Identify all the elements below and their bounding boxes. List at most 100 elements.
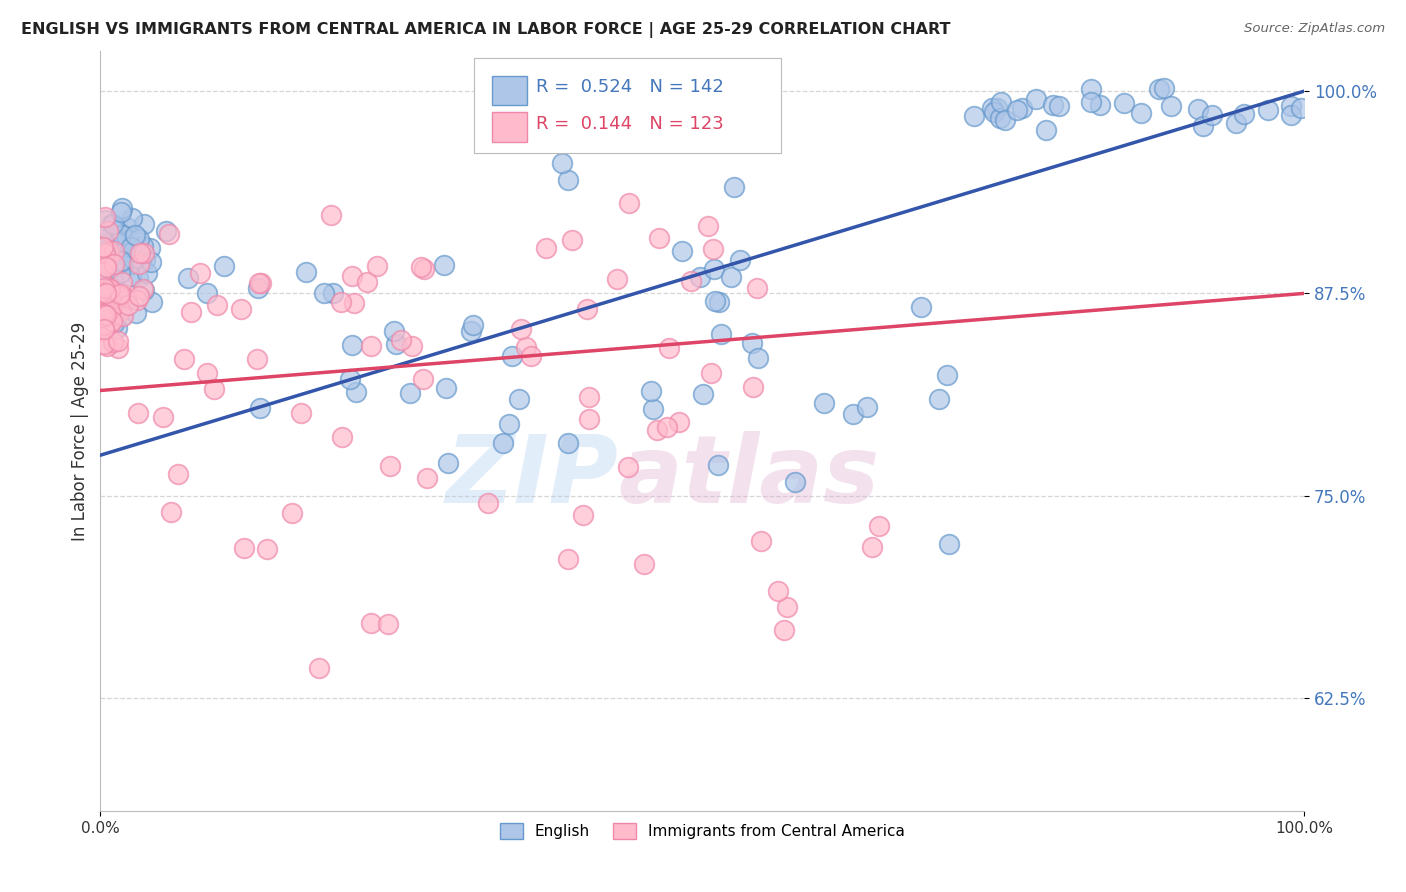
Point (508, 116, 530, 130)
Point (94, 245, 117, 260)
Point (1035, 123, 1057, 137)
Point (127, 293, 149, 308)
Point (730, 253, 752, 268)
Point (132, 246, 155, 260)
Point (94, 308, 117, 322)
FancyBboxPatch shape (492, 112, 526, 142)
Point (103, 316, 125, 330)
Text: ZIP: ZIP (446, 431, 619, 523)
Point (155, 224, 177, 238)
Point (329, 294, 352, 309)
Point (108, 287, 131, 301)
Point (94, 260, 117, 274)
Point (994, 112, 1017, 127)
Point (94, 257, 117, 271)
Point (988, 112, 1011, 126)
Point (100, 218, 122, 232)
Point (1279, 108, 1302, 122)
Point (101, 217, 124, 231)
Point (90, 288, 112, 302)
Point (112, 254, 135, 268)
Point (93, 290, 115, 304)
Point (384, 336, 406, 351)
Point (366, 259, 388, 273)
Point (91, 265, 114, 279)
Point (117, 220, 139, 235)
Point (128, 246, 150, 260)
Point (93, 302, 115, 317)
Point (94, 260, 117, 274)
Point (1257, 103, 1279, 117)
Point (128, 232, 150, 246)
Point (741, 335, 763, 350)
Point (322, 285, 344, 300)
Point (94, 297, 117, 311)
Point (127, 406, 149, 420)
Point (98, 281, 121, 295)
Point (534, 241, 557, 255)
Point (498, 417, 520, 431)
Point (110, 235, 132, 250)
Point (617, 460, 640, 475)
Point (104, 219, 127, 234)
Y-axis label: In Labor Force | Age 25-29: In Labor Force | Age 25-29 (72, 321, 89, 541)
Point (983, 104, 1005, 119)
Point (111, 275, 134, 289)
Point (645, 423, 668, 437)
Point (679, 275, 702, 289)
Point (104, 252, 127, 267)
Point (103, 269, 125, 284)
Point (776, 599, 799, 614)
Point (434, 382, 457, 396)
Point (963, 109, 986, 123)
Point (101, 275, 124, 289)
Point (990, 95, 1012, 109)
Point (360, 615, 382, 630)
Point (557, 552, 579, 566)
Point (981, 101, 1004, 115)
Point (180, 305, 202, 319)
Point (460, 324, 482, 338)
Point (103, 282, 125, 296)
Point (813, 396, 835, 410)
Point (107, 334, 129, 349)
Text: atlas: atlas (619, 431, 879, 523)
Point (97, 224, 120, 238)
Point (111, 227, 134, 242)
Point (633, 557, 655, 571)
Point (360, 339, 382, 353)
Point (344, 384, 367, 399)
Point (340, 338, 363, 352)
Point (294, 265, 316, 279)
Point (783, 475, 806, 489)
Point (1160, 99, 1182, 113)
Point (710, 327, 733, 342)
Point (640, 384, 662, 398)
Point (90, 259, 112, 273)
Point (93, 281, 115, 295)
Point (433, 258, 456, 272)
Point (98, 282, 121, 296)
Point (575, 301, 598, 316)
Point (100, 301, 122, 316)
Point (91, 240, 114, 254)
Point (319, 208, 342, 222)
Point (330, 430, 353, 444)
Point (745, 281, 768, 295)
Point (591, 116, 613, 130)
Point (856, 400, 879, 414)
Point (378, 458, 401, 473)
Point (643, 402, 665, 417)
Point (412, 261, 434, 276)
Point (749, 533, 772, 548)
Point (96, 339, 118, 353)
Point (841, 408, 863, 422)
Point (1129, 106, 1152, 120)
Point (121, 240, 143, 254)
Point (1201, 108, 1223, 122)
Point (619, 195, 641, 210)
Point (205, 298, 228, 312)
Point (111, 201, 134, 215)
Point (703, 262, 725, 277)
FancyBboxPatch shape (492, 76, 526, 105)
